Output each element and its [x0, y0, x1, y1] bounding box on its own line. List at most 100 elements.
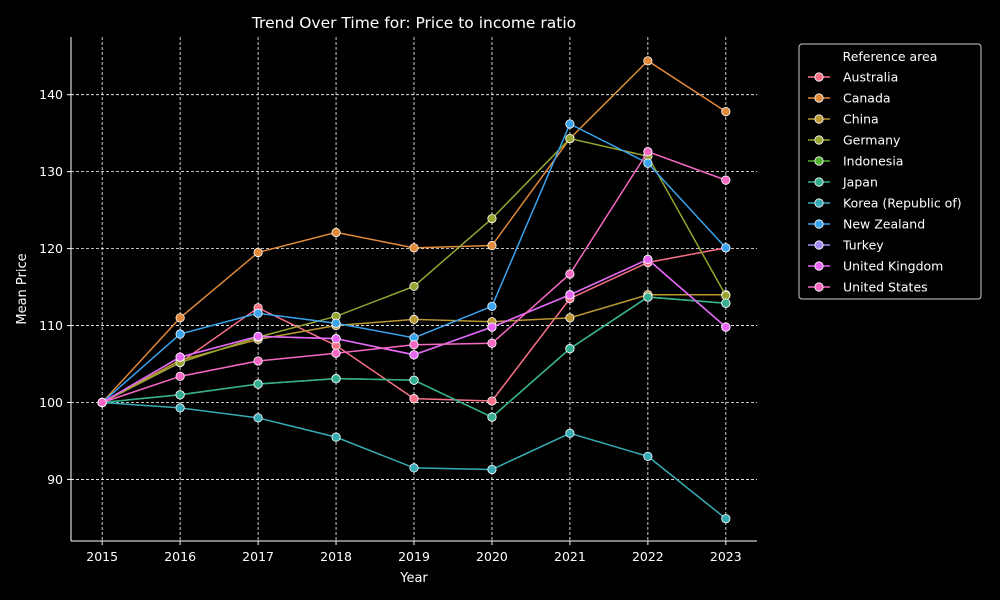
data-point: [721, 175, 731, 185]
data-point: [565, 269, 575, 279]
data-point: [331, 348, 341, 358]
data-point: [253, 413, 263, 423]
legend-label: China: [843, 112, 879, 127]
x-tick-label: 2017: [242, 549, 274, 564]
data-point: [721, 290, 731, 301]
legend-label: Japan: [842, 175, 878, 190]
series-group: [97, 56, 731, 524]
data-point: [253, 308, 263, 318]
x-tick-label: 2016: [164, 549, 196, 564]
x-tick-label: 2019: [398, 549, 430, 564]
data-point: [331, 374, 341, 384]
x-tick-label: 2021: [554, 549, 586, 564]
legend-item: Korea (Republic of): [808, 196, 962, 211]
data-point: [175, 390, 185, 400]
data-point: [643, 292, 653, 302]
data-point: [721, 243, 731, 253]
legend-label: Germany: [843, 133, 901, 148]
legend-box: [798, 43, 982, 300]
legend-items: Australia Canada China Germany Indonesia Japa…: [808, 70, 962, 295]
legend-marker: [814, 177, 824, 187]
data-point: [97, 397, 107, 408]
data-point: [409, 394, 419, 404]
data-point: [331, 318, 341, 328]
x-ticks: 2015 2016 2017 2018 2019 2020 2021 2022 2023: [86, 541, 742, 564]
data-point: [409, 340, 419, 350]
legend-marker: [814, 219, 824, 229]
data-point: [253, 379, 263, 389]
legend-marker: [814, 93, 824, 103]
y-axis-label: Mean Price: [15, 253, 30, 324]
data-point: [175, 313, 185, 323]
data-point: [409, 350, 419, 360]
legend-item: New Zealand: [808, 217, 925, 232]
y-ticks: 90 100 110 120 130 140: [39, 87, 71, 487]
legend-item: Australia: [808, 70, 898, 85]
legend-marker: [814, 198, 824, 208]
x-tick-label: 2015: [86, 549, 118, 564]
legend-item: United States: [808, 280, 928, 295]
x-tick-label: 2020: [476, 549, 508, 564]
data-point: [409, 281, 419, 291]
legend-marker: [814, 156, 824, 166]
data-point: [721, 514, 731, 524]
legend-item: Indonesia: [808, 154, 903, 169]
y-tick-label: 110: [39, 318, 63, 333]
legend-marker: [814, 240, 824, 250]
y-tick-label: 130: [39, 164, 63, 179]
series-united-states: [97, 147, 731, 408]
legend-item: United Kingdom: [808, 259, 943, 274]
legend-marker: [814, 135, 824, 145]
data-point: [721, 298, 731, 308]
legend-marker: [814, 114, 824, 124]
data-point: [565, 133, 575, 144]
data-point: [487, 322, 497, 332]
data-point: [643, 254, 653, 264]
data-point: [643, 158, 653, 168]
x-axis-label: Year: [399, 571, 428, 586]
data-point: [253, 331, 263, 341]
data-point: [175, 403, 185, 413]
data-point: [643, 451, 653, 461]
legend-item: Japan: [808, 175, 878, 190]
legend-label: Korea (Republic of): [843, 196, 962, 211]
legend-item: Germany: [808, 133, 901, 148]
legend-label: New Zealand: [843, 217, 925, 232]
data-point: [409, 463, 419, 473]
data-point: [487, 396, 497, 406]
legend-item: China: [808, 112, 879, 127]
y-tick-label: 140: [39, 87, 63, 102]
chart-title: Trend Over Time for: Price to income rat…: [251, 14, 576, 32]
data-point: [487, 240, 497, 251]
data-point: [565, 313, 575, 323]
data-point: [175, 329, 185, 339]
data-point: [175, 352, 185, 362]
data-point: [721, 322, 731, 332]
legend-label: Indonesia: [843, 154, 903, 169]
legend-label: United States: [843, 280, 928, 295]
data-point: [643, 56, 653, 66]
data-point: [487, 338, 497, 348]
legend-label: Canada: [843, 91, 891, 106]
legend-item: Turkey: [808, 238, 884, 253]
data-point: [409, 243, 419, 253]
data-point: [487, 464, 497, 475]
data-point: [487, 412, 497, 422]
data-point: [487, 213, 497, 224]
data-point: [331, 227, 341, 238]
data-point: [409, 314, 419, 324]
y-tick-label: 120: [39, 241, 63, 256]
x-tick-label: 2023: [710, 549, 742, 564]
data-point: [253, 356, 263, 366]
x-tick-label: 2022: [632, 549, 664, 564]
data-point: [565, 290, 575, 300]
data-point: [175, 371, 185, 381]
x-tick-label: 2018: [320, 549, 352, 564]
series-germany: [97, 133, 731, 408]
legend-marker: [814, 282, 824, 292]
legend-label: Australia: [843, 70, 898, 85]
data-point: [565, 428, 575, 438]
data-point: [565, 344, 575, 354]
data-point: [409, 375, 419, 385]
legend-marker: [814, 261, 824, 271]
